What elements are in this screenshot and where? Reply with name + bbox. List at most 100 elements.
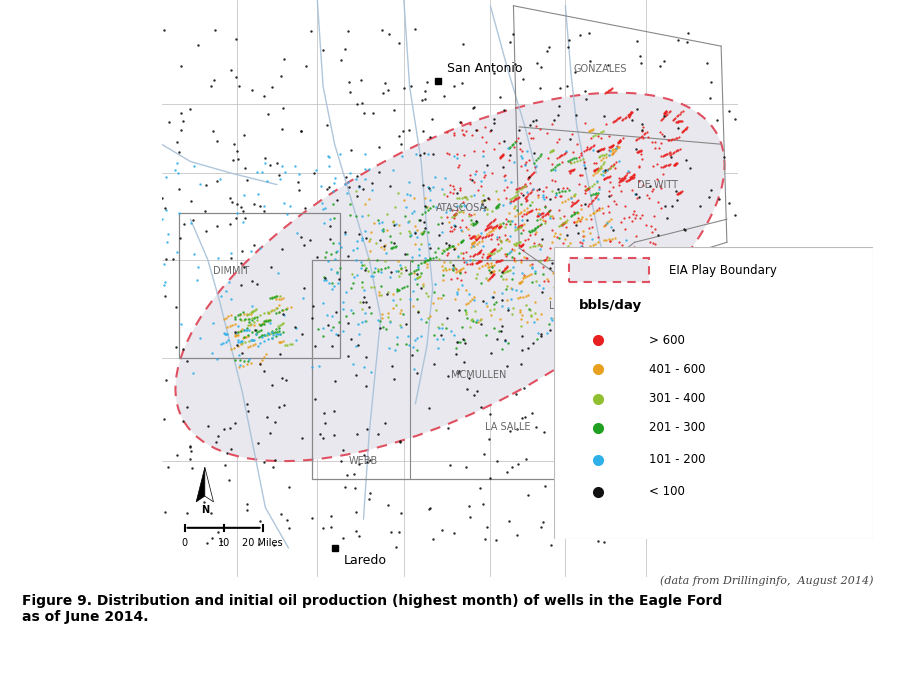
Point (273, 328, 287, 339)
Point (270, 326, 284, 337)
Point (634, 125, 649, 136)
Point (586, 140, 600, 152)
Point (597, 220, 611, 231)
Point (463, 295, 477, 306)
Point (431, 292, 446, 303)
Point (608, 157, 623, 168)
Polygon shape (205, 467, 213, 502)
Point (566, 206, 580, 218)
Point (238, 325, 253, 336)
Point (611, 136, 625, 147)
Point (360, 424, 374, 435)
Point (614, 173, 628, 184)
Point (529, 275, 544, 286)
Point (546, 268, 561, 279)
Point (550, 152, 564, 163)
Point (332, 238, 347, 249)
Point (700, 57, 715, 68)
Point (454, 237, 468, 248)
Point (434, 292, 448, 303)
Point (454, 192, 469, 203)
Point (644, 221, 658, 232)
Point (426, 181, 440, 193)
Point (556, 148, 571, 159)
Text: EIA Play Boundary: EIA Play Boundary (669, 263, 777, 277)
Point (228, 327, 242, 338)
Point (516, 224, 530, 236)
Point (563, 260, 578, 271)
Point (567, 156, 581, 167)
Point (428, 171, 442, 182)
Point (632, 161, 646, 172)
Point (534, 256, 548, 267)
Point (271, 320, 285, 332)
Point (510, 193, 525, 204)
Point (326, 186, 340, 197)
Point (208, 25, 222, 36)
Point (549, 276, 563, 287)
Point (651, 229, 665, 240)
Point (599, 86, 614, 97)
Point (315, 204, 329, 215)
Point (469, 234, 483, 245)
Point (581, 222, 596, 234)
Point (616, 132, 630, 143)
Point (535, 211, 549, 222)
Point (439, 207, 454, 218)
Point (357, 291, 372, 302)
Point (489, 220, 503, 231)
Point (520, 270, 535, 281)
Point (581, 125, 596, 136)
Point (224, 443, 238, 455)
Point (597, 149, 611, 160)
Point (484, 167, 499, 179)
Point (512, 221, 526, 232)
Point (582, 199, 597, 210)
Point (490, 256, 504, 267)
Point (720, 513, 734, 524)
Point (325, 321, 339, 332)
Point (598, 87, 613, 98)
Point (580, 254, 595, 265)
Point (447, 183, 462, 195)
Text: 10: 10 (218, 538, 230, 548)
Point (500, 234, 514, 245)
Point (269, 302, 284, 313)
Point (559, 216, 573, 227)
Point (404, 80, 419, 91)
Point (586, 131, 600, 142)
Point (252, 325, 266, 336)
Text: WEBB: WEBB (349, 457, 378, 466)
Point (654, 151, 669, 162)
Point (616, 174, 631, 185)
Point (545, 158, 560, 170)
Point (316, 331, 330, 342)
Point (674, 186, 688, 197)
Point (327, 177, 341, 188)
Point (236, 307, 250, 318)
Point (518, 411, 532, 422)
Point (513, 286, 527, 297)
Point (217, 423, 231, 434)
Point (364, 184, 379, 195)
Point (617, 170, 632, 181)
Point (422, 503, 436, 514)
Point (359, 262, 374, 273)
Point (626, 169, 641, 180)
Point (533, 124, 547, 135)
Point (241, 335, 256, 346)
Point (606, 161, 620, 172)
Point (644, 248, 659, 259)
Point (659, 106, 673, 117)
Point (472, 256, 487, 267)
Point (625, 115, 639, 126)
Point (574, 240, 589, 252)
Point (584, 222, 598, 233)
Point (599, 172, 614, 183)
Point (267, 304, 282, 316)
Point (617, 173, 632, 184)
Point (632, 175, 646, 186)
Point (183, 441, 197, 452)
Point (586, 124, 600, 135)
Point (493, 236, 508, 247)
